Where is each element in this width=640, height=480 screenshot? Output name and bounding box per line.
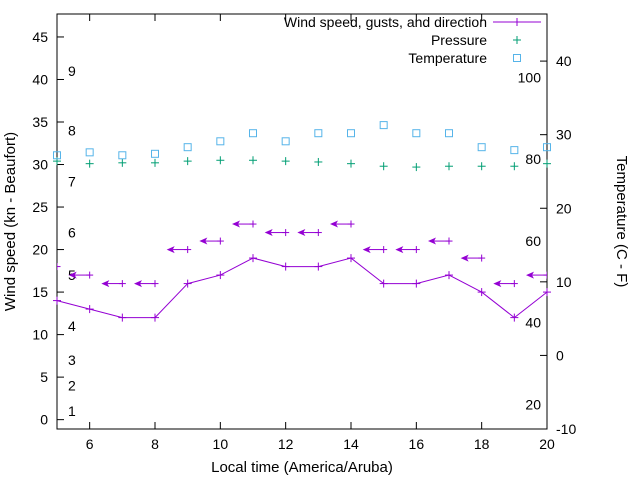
svg-text:16: 16 <box>409 436 425 452</box>
svg-text:Wind speed, gusts, and directi: Wind speed, gusts, and direction <box>284 14 487 30</box>
svg-text:0: 0 <box>556 347 564 363</box>
svg-text:9: 9 <box>68 63 76 79</box>
right-axis-title: Temperature (C - F) <box>613 156 630 288</box>
plot-border <box>56 13 548 430</box>
svg-text:3: 3 <box>68 352 76 368</box>
svg-text:6: 6 <box>68 225 76 241</box>
svg-text:10: 10 <box>556 274 572 290</box>
svg-text:18: 18 <box>474 436 490 452</box>
svg-text:14: 14 <box>343 436 359 452</box>
svg-text:6: 6 <box>86 436 94 452</box>
svg-text:8: 8 <box>68 123 76 139</box>
svg-text:10: 10 <box>213 436 229 452</box>
svg-text:80: 80 <box>525 151 541 167</box>
temperature-series <box>53 121 551 160</box>
svg-text:8: 8 <box>151 436 159 452</box>
svg-text:12: 12 <box>278 436 294 452</box>
svg-text:7: 7 <box>68 174 76 190</box>
svg-text:35: 35 <box>32 114 48 130</box>
legend: Wind speed, gusts, and direction Pressure… <box>284 14 541 66</box>
wind-gust-arrows <box>57 220 547 288</box>
svg-text:-10: -10 <box>556 421 576 437</box>
left-axis-title: Wind speed (kn - Beaufort) <box>2 132 19 311</box>
svg-text:20: 20 <box>525 396 541 412</box>
svg-text:2: 2 <box>68 378 76 394</box>
svg-text:Local time (America/Aruba): Local time (America/Aruba) <box>211 459 393 476</box>
svg-text:25: 25 <box>32 199 48 215</box>
svg-text:40: 40 <box>525 315 541 331</box>
wind-speed-series <box>53 254 551 322</box>
svg-text:15: 15 <box>32 284 48 300</box>
svg-text:20: 20 <box>556 200 572 216</box>
svg-text:4: 4 <box>68 318 76 334</box>
svg-text:1: 1 <box>68 403 76 419</box>
svg-text:40: 40 <box>32 71 48 87</box>
svg-text:Temperature: Temperature <box>408 50 487 66</box>
svg-text:100: 100 <box>518 69 542 85</box>
svg-text:0: 0 <box>40 412 48 428</box>
svg-text:60: 60 <box>525 233 541 249</box>
svg-text:30: 30 <box>556 127 572 143</box>
svg-text:45: 45 <box>32 29 48 45</box>
svg-text:Pressure: Pressure <box>431 32 487 48</box>
svg-text:5: 5 <box>40 369 48 385</box>
svg-text:20: 20 <box>32 242 48 258</box>
svg-text:30: 30 <box>32 157 48 173</box>
svg-text:10: 10 <box>32 327 48 343</box>
pressure-series <box>53 156 551 172</box>
svg-text:40: 40 <box>556 53 572 69</box>
svg-text:20: 20 <box>539 436 555 452</box>
